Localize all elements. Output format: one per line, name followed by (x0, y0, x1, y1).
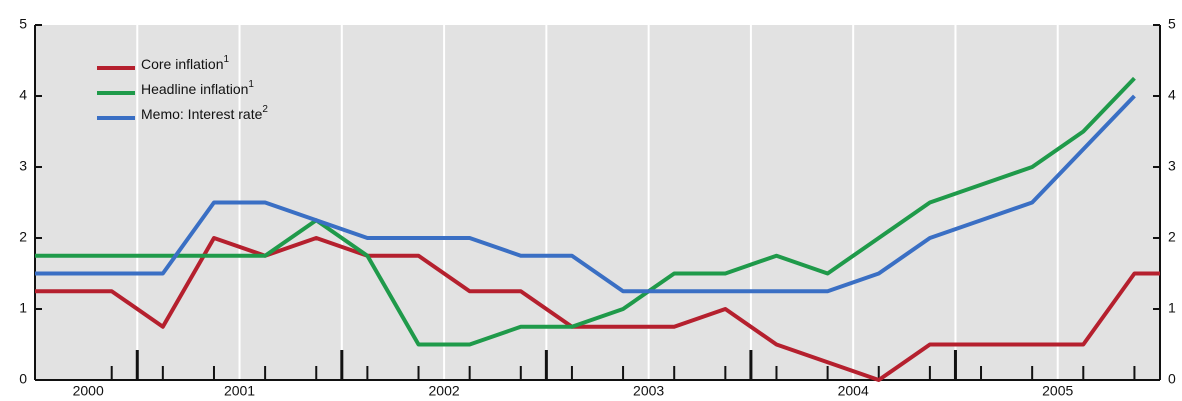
x-tick-label: 2000 (73, 383, 104, 399)
series-line (35, 236, 1160, 382)
y-tick-label: 4 (19, 87, 27, 103)
x-tick-label: 2005 (1042, 383, 1073, 399)
legend-note: 2 (262, 104, 268, 115)
y2-tick-label: 5 (1168, 16, 1176, 32)
legend-note: 1 (224, 54, 230, 65)
y-tick-label: 0 (19, 371, 27, 387)
x-tick-label: 2002 (429, 383, 460, 399)
y-tick-label: 5 (19, 16, 27, 32)
legend-name: Memo: Interest rate (141, 106, 263, 122)
y2-tick-label: 3 (1168, 158, 1176, 174)
legend-label: Core inflation1 (141, 54, 230, 72)
legend-label: Headline inflation1 (141, 79, 254, 97)
x-tick-label: 2004 (838, 383, 869, 399)
y2-tick-label: 2 (1168, 229, 1176, 245)
x-tick-label: 2001 (224, 383, 255, 399)
y2-tick-label: 0 (1168, 371, 1176, 387)
legend-label: Memo: Interest rate2 (141, 104, 268, 122)
series-line (35, 76, 1136, 347)
y-tick-label: 2 (19, 229, 27, 245)
legend-note: 1 (248, 79, 254, 90)
y-tick-label: 1 (19, 300, 27, 316)
legend-name: Core inflation (141, 56, 224, 72)
series-line (35, 94, 1136, 294)
legend-name: Headline inflation (141, 81, 248, 97)
x-tick-label: 2003 (633, 383, 664, 399)
y-tick-label: 3 (19, 158, 27, 174)
y2-tick-label: 1 (1168, 300, 1176, 316)
y2-tick-label: 4 (1168, 87, 1176, 103)
